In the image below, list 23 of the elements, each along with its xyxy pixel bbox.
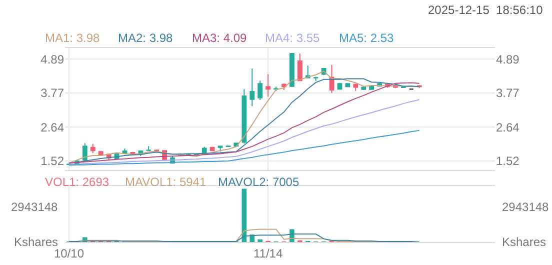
text: 2943148 <box>11 200 58 214</box>
text: MAVOL1: 5941 <box>125 175 206 189</box>
x-tick-label: 11/14 <box>253 246 283 260</box>
text: Kshares <box>502 235 546 249</box>
text: Kshares <box>14 235 58 249</box>
y-tick-label: 2.64 <box>40 120 64 134</box>
y2-tick-label: 2.64 <box>496 120 520 134</box>
text: 2943148 <box>502 200 550 214</box>
y2-tick-label: 4.89 <box>496 52 520 66</box>
text: MA3: 4.09 <box>192 31 248 45</box>
y2-tick-label: 3.77 <box>496 86 520 100</box>
y-tick-label: 3.77 <box>40 86 64 100</box>
text: MA5: 2.53 <box>339 31 394 45</box>
y-tick-label: 4.89 <box>40 52 64 66</box>
text: MA1: 3.98 <box>45 31 100 45</box>
text: VOL1: 2693 <box>45 175 110 189</box>
y-tick-label: 1.52 <box>40 154 64 168</box>
text: MA4: 3.55 <box>265 31 320 45</box>
text: 2025-12-15 18:56:10 <box>428 3 544 17</box>
text: MA2: 3.98 <box>118 31 174 45</box>
text: MAVOL2: 7005 <box>218 175 300 189</box>
x-tick-label: 10/10 <box>54 246 84 260</box>
y2-tick-label: 1.52 <box>496 154 520 168</box>
